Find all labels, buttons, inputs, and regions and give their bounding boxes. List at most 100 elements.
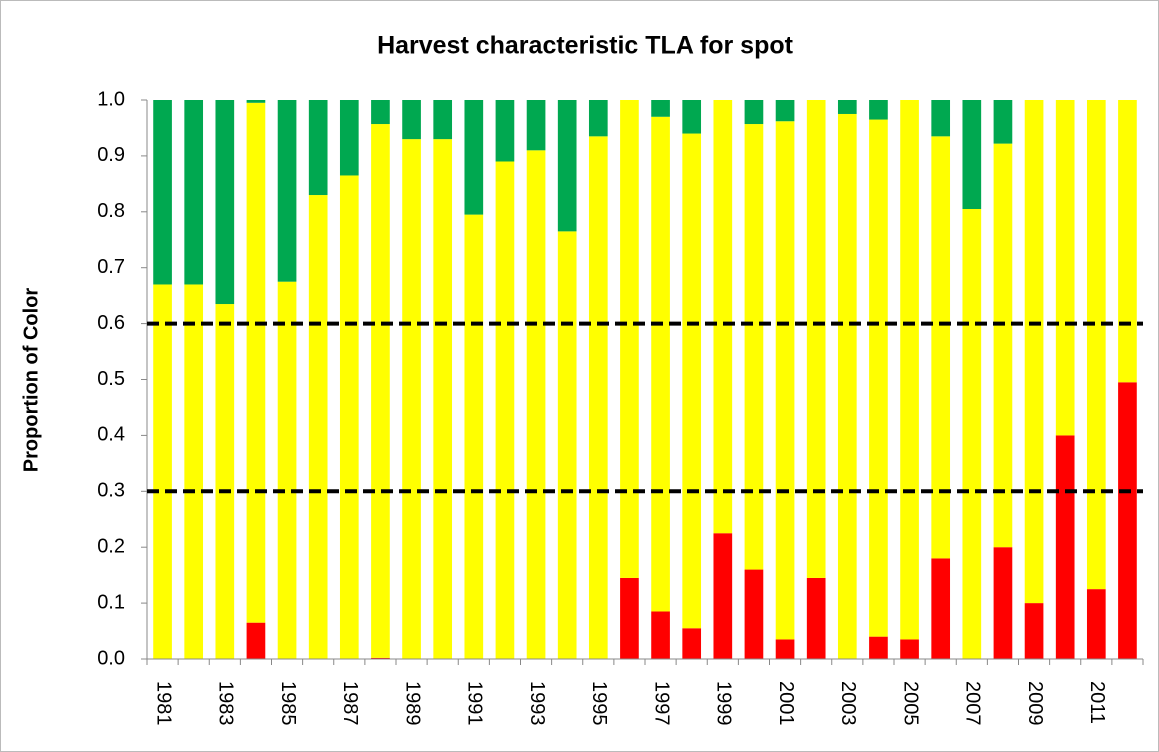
bar-segment	[371, 124, 390, 658]
bar-segment	[557, 100, 577, 232]
x-tick-label: 1987	[339, 681, 361, 726]
bar-segment	[308, 195, 328, 659]
bar-segment	[1024, 100, 1044, 604]
bar-segment	[682, 133, 702, 629]
bar-segment	[713, 533, 733, 659]
bar-segment	[402, 100, 421, 140]
bar-segment	[744, 100, 764, 125]
x-tick-label: 2011	[1086, 681, 1108, 724]
bar-segment	[588, 100, 608, 137]
bar-segment	[651, 100, 670, 117]
x-tick-label: 1995	[588, 681, 610, 726]
bar-segment	[869, 100, 888, 120]
bar-segment	[931, 136, 951, 559]
bar-segment	[464, 100, 484, 215]
x-tick-label: 2005	[899, 681, 921, 726]
bar-segment	[931, 100, 951, 137]
y-tick-label: 0.1	[97, 591, 125, 613]
x-tick-label: 1993	[526, 681, 548, 726]
x-tick-label: 1999	[713, 681, 735, 726]
bar-segment	[869, 119, 888, 637]
bar-segment	[246, 102, 266, 623]
y-tick-label: 1.0	[97, 88, 125, 110]
bar-segment	[775, 121, 795, 640]
x-tick-label: 1989	[401, 681, 423, 726]
bar-segment	[184, 284, 204, 659]
bar-segment	[900, 639, 919, 659]
bar-segment	[620, 577, 639, 659]
bar-segment	[153, 100, 172, 285]
bar-segment	[775, 639, 795, 659]
x-tick-label: 1991	[464, 681, 486, 726]
bar-segment	[215, 304, 235, 659]
bar-segment	[495, 100, 515, 162]
bar-segment	[713, 100, 733, 534]
y-tick-label: 0.9	[97, 144, 125, 166]
bar-segment	[215, 100, 235, 305]
bar-segment	[464, 214, 484, 659]
y-tick-label: 0.8	[97, 200, 125, 222]
y-tick-label: 0.2	[97, 535, 125, 557]
x-tick-label: 1985	[277, 681, 299, 726]
bar-segment	[1086, 589, 1106, 659]
bar-segment	[246, 100, 266, 103]
bar-segment	[1086, 100, 1106, 590]
bar-segment	[962, 209, 982, 659]
bar-segment	[900, 100, 919, 640]
bar-segment	[433, 139, 453, 659]
bar-segment	[339, 175, 359, 659]
x-tick-label: 1981	[152, 681, 174, 726]
bar-segment	[277, 281, 297, 659]
bar-segment	[775, 100, 795, 122]
chart-title: Harvest characteristic TLA for spot	[377, 32, 794, 60]
bar-segment	[308, 100, 328, 196]
bar-segment	[246, 622, 266, 659]
y-tick-label: 0.5	[97, 368, 125, 390]
bar-segment	[1118, 382, 1137, 659]
bar-segment	[869, 636, 888, 659]
bar-segment	[402, 139, 421, 659]
bar-segment	[993, 100, 1013, 144]
bar-segment	[588, 136, 608, 659]
y-tick-label: 0.4	[97, 424, 125, 446]
bar-segment	[993, 547, 1013, 659]
bar-segment	[1024, 603, 1044, 659]
bar-segment	[339, 100, 359, 176]
x-tick-label: 2003	[837, 681, 859, 726]
x-tick-label: 2007	[962, 681, 984, 726]
y-tick-label: 0.6	[97, 312, 125, 334]
bar-segment	[184, 100, 204, 285]
bar-segment	[153, 284, 172, 659]
x-tick-label: 2001	[775, 681, 797, 726]
bar-segment	[682, 100, 702, 134]
bar-segment	[1118, 100, 1137, 383]
bar-segment	[526, 100, 546, 151]
bar-segment	[962, 100, 982, 210]
y-tick-label: 0.7	[97, 256, 125, 278]
bar-segment	[744, 124, 764, 570]
bar-segment	[744, 569, 764, 659]
x-tick-label: 1983	[215, 681, 237, 726]
bar-segment	[277, 100, 297, 282]
bar-segment	[433, 100, 453, 140]
bar-segment	[1055, 435, 1075, 659]
bar-segment	[837, 113, 857, 660]
bar-segment	[1055, 100, 1075, 436]
bar-segment	[371, 657, 390, 659]
bar-segment	[806, 100, 826, 578]
bar-segment	[651, 611, 670, 659]
bar-segment	[682, 628, 702, 659]
bar-segment	[495, 161, 515, 660]
bar-segment	[620, 100, 639, 578]
x-tick-label: 2009	[1024, 681, 1046, 726]
bar-segment	[806, 577, 826, 659]
y-tick-label: 0.3	[97, 480, 125, 502]
x-tick-label: 1997	[650, 681, 672, 726]
bar-segment	[993, 143, 1013, 548]
bar-segment	[651, 116, 670, 612]
bar-segment	[931, 558, 951, 659]
bar-segment	[526, 150, 546, 659]
y-tick-label: 0.0	[97, 647, 125, 669]
